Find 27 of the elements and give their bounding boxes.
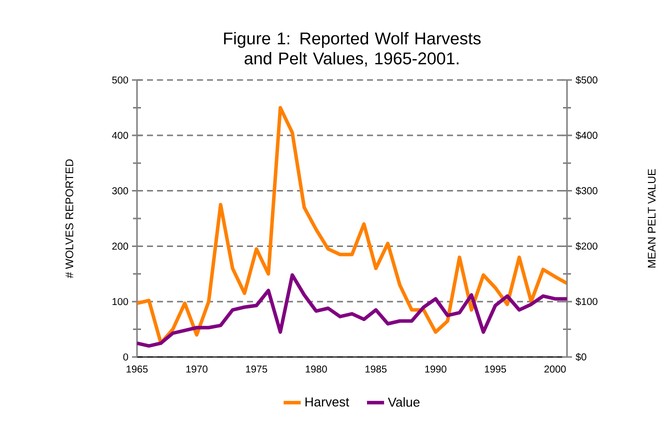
y2-axis-title: MEAN PELT VALUE [648,169,656,268]
line-series [137,273,568,348]
y2-tick-label: $400 [576,131,598,140]
x-tick-label: 1970 [186,366,208,373]
legend-label: Value [388,397,420,407]
y-tick-label: 100 [112,298,128,306]
y-tick-label: 400 [112,132,128,139]
y-axis-title: # WOLVES REPORTED [65,159,74,278]
x-tick-label: 2000 [544,366,566,373]
y2-tick-label: $100 [576,298,598,306]
y2-tick-label: $300 [576,186,598,195]
x-tick-label: 1995 [484,366,506,373]
y-tick-label: 500 [112,76,128,84]
legend-label: Harvest [306,397,350,407]
x-tick-label: 1990 [425,366,446,373]
chart-title: Figure 1: Reported Wolf Harvests and Pelt Values, 1965-2001. [224,32,481,66]
y2-tick-label: $0 [576,352,586,362]
y-tick-label: 200 [112,242,128,250]
x-tick-label: 1965 [126,366,148,373]
y2-tick-label: $500 [576,76,598,84]
x-tick-label: 1980 [306,366,327,373]
line-series [137,106,567,345]
x-tick-label: 1975 [246,366,268,373]
y2-tick-label: $200 [576,242,598,250]
y-tick-label: 300 [112,187,128,194]
x-tick-label: 1985 [366,366,387,373]
y-tick-label: 0 [123,353,128,361]
